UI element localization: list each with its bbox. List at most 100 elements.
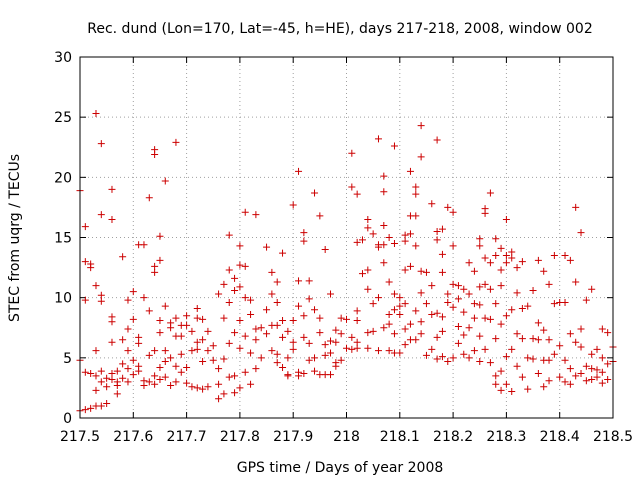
data-point bbox=[497, 386, 505, 394]
data-point bbox=[337, 356, 345, 364]
data-point bbox=[316, 212, 324, 220]
data-point bbox=[492, 252, 500, 260]
data-point bbox=[279, 249, 287, 257]
data-point bbox=[284, 372, 292, 380]
x-tick-label: 218.4 bbox=[540, 429, 580, 445]
data-point bbox=[177, 350, 185, 358]
data-point bbox=[321, 351, 329, 359]
data-point bbox=[518, 335, 526, 343]
data-point bbox=[119, 336, 127, 344]
data-point bbox=[449, 208, 457, 216]
data-point bbox=[348, 183, 356, 191]
data-point bbox=[502, 353, 510, 361]
data-point bbox=[172, 314, 180, 322]
data-point bbox=[97, 140, 105, 148]
x-tick-label: 217.7 bbox=[167, 429, 207, 445]
data-point bbox=[151, 268, 159, 276]
data-point bbox=[124, 347, 132, 355]
data-point bbox=[225, 373, 233, 381]
data-point bbox=[460, 285, 468, 293]
data-point bbox=[401, 300, 409, 308]
data-point bbox=[449, 280, 457, 288]
data-point bbox=[412, 212, 420, 220]
data-point bbox=[215, 365, 223, 373]
data-point bbox=[172, 378, 180, 386]
data-point bbox=[401, 341, 409, 349]
data-point bbox=[412, 336, 420, 344]
data-point bbox=[81, 258, 89, 266]
data-point bbox=[508, 306, 516, 314]
data-point bbox=[193, 345, 201, 353]
data-point bbox=[428, 311, 436, 319]
data-point bbox=[385, 347, 393, 355]
data-point bbox=[204, 347, 212, 355]
data-point bbox=[433, 355, 441, 363]
data-point bbox=[97, 402, 105, 410]
data-point bbox=[124, 296, 132, 304]
data-point bbox=[97, 291, 105, 299]
data-point bbox=[481, 254, 489, 262]
data-point bbox=[252, 325, 260, 333]
data-point bbox=[108, 185, 116, 193]
data-point bbox=[476, 235, 484, 243]
data-point bbox=[588, 285, 596, 293]
data-point bbox=[406, 262, 414, 270]
data-point bbox=[470, 267, 478, 275]
data-point bbox=[241, 368, 249, 376]
data-point bbox=[140, 294, 148, 302]
data-point bbox=[497, 367, 505, 375]
data-point bbox=[577, 369, 585, 377]
data-point bbox=[87, 264, 95, 272]
data-point bbox=[124, 325, 132, 333]
data-point bbox=[284, 327, 292, 335]
data-point bbox=[524, 354, 532, 362]
data-point bbox=[108, 375, 116, 383]
data-point bbox=[295, 167, 303, 175]
data-point bbox=[454, 295, 462, 303]
x-tick-label: 218.2 bbox=[433, 429, 473, 445]
data-point bbox=[598, 325, 606, 333]
data-point bbox=[193, 304, 201, 312]
data-point bbox=[129, 371, 137, 379]
data-point bbox=[550, 350, 558, 358]
data-point bbox=[438, 225, 446, 233]
data-point bbox=[188, 347, 196, 355]
data-point bbox=[513, 289, 521, 297]
data-point bbox=[135, 339, 143, 347]
data-point bbox=[247, 296, 255, 304]
data-point bbox=[92, 110, 100, 118]
data-point bbox=[161, 373, 169, 381]
data-point bbox=[129, 356, 137, 364]
data-point bbox=[252, 365, 260, 373]
data-point bbox=[353, 190, 361, 198]
data-point bbox=[268, 290, 276, 298]
data-point bbox=[545, 356, 553, 364]
data-point bbox=[417, 318, 425, 326]
data-point bbox=[598, 368, 606, 376]
data-point bbox=[561, 378, 569, 386]
data-point bbox=[497, 282, 505, 290]
data-point bbox=[103, 374, 111, 382]
data-point bbox=[433, 227, 441, 235]
data-point bbox=[300, 369, 308, 377]
data-point bbox=[358, 270, 366, 278]
data-point bbox=[124, 378, 132, 386]
data-point bbox=[172, 138, 180, 146]
data-point bbox=[513, 362, 521, 370]
data-point bbox=[502, 380, 510, 388]
x-tick-label: 217.8 bbox=[220, 429, 260, 445]
data-point bbox=[300, 312, 308, 320]
data-point bbox=[215, 290, 223, 298]
data-point bbox=[449, 354, 457, 362]
data-point bbox=[481, 280, 489, 288]
data-point bbox=[470, 300, 478, 308]
data-point bbox=[364, 329, 372, 337]
data-point bbox=[508, 248, 516, 256]
data-point bbox=[183, 321, 191, 329]
data-point bbox=[406, 167, 414, 175]
data-point bbox=[465, 354, 473, 362]
data-point bbox=[513, 264, 521, 272]
data-point bbox=[481, 209, 489, 217]
data-point bbox=[396, 311, 404, 319]
data-point bbox=[113, 367, 121, 375]
